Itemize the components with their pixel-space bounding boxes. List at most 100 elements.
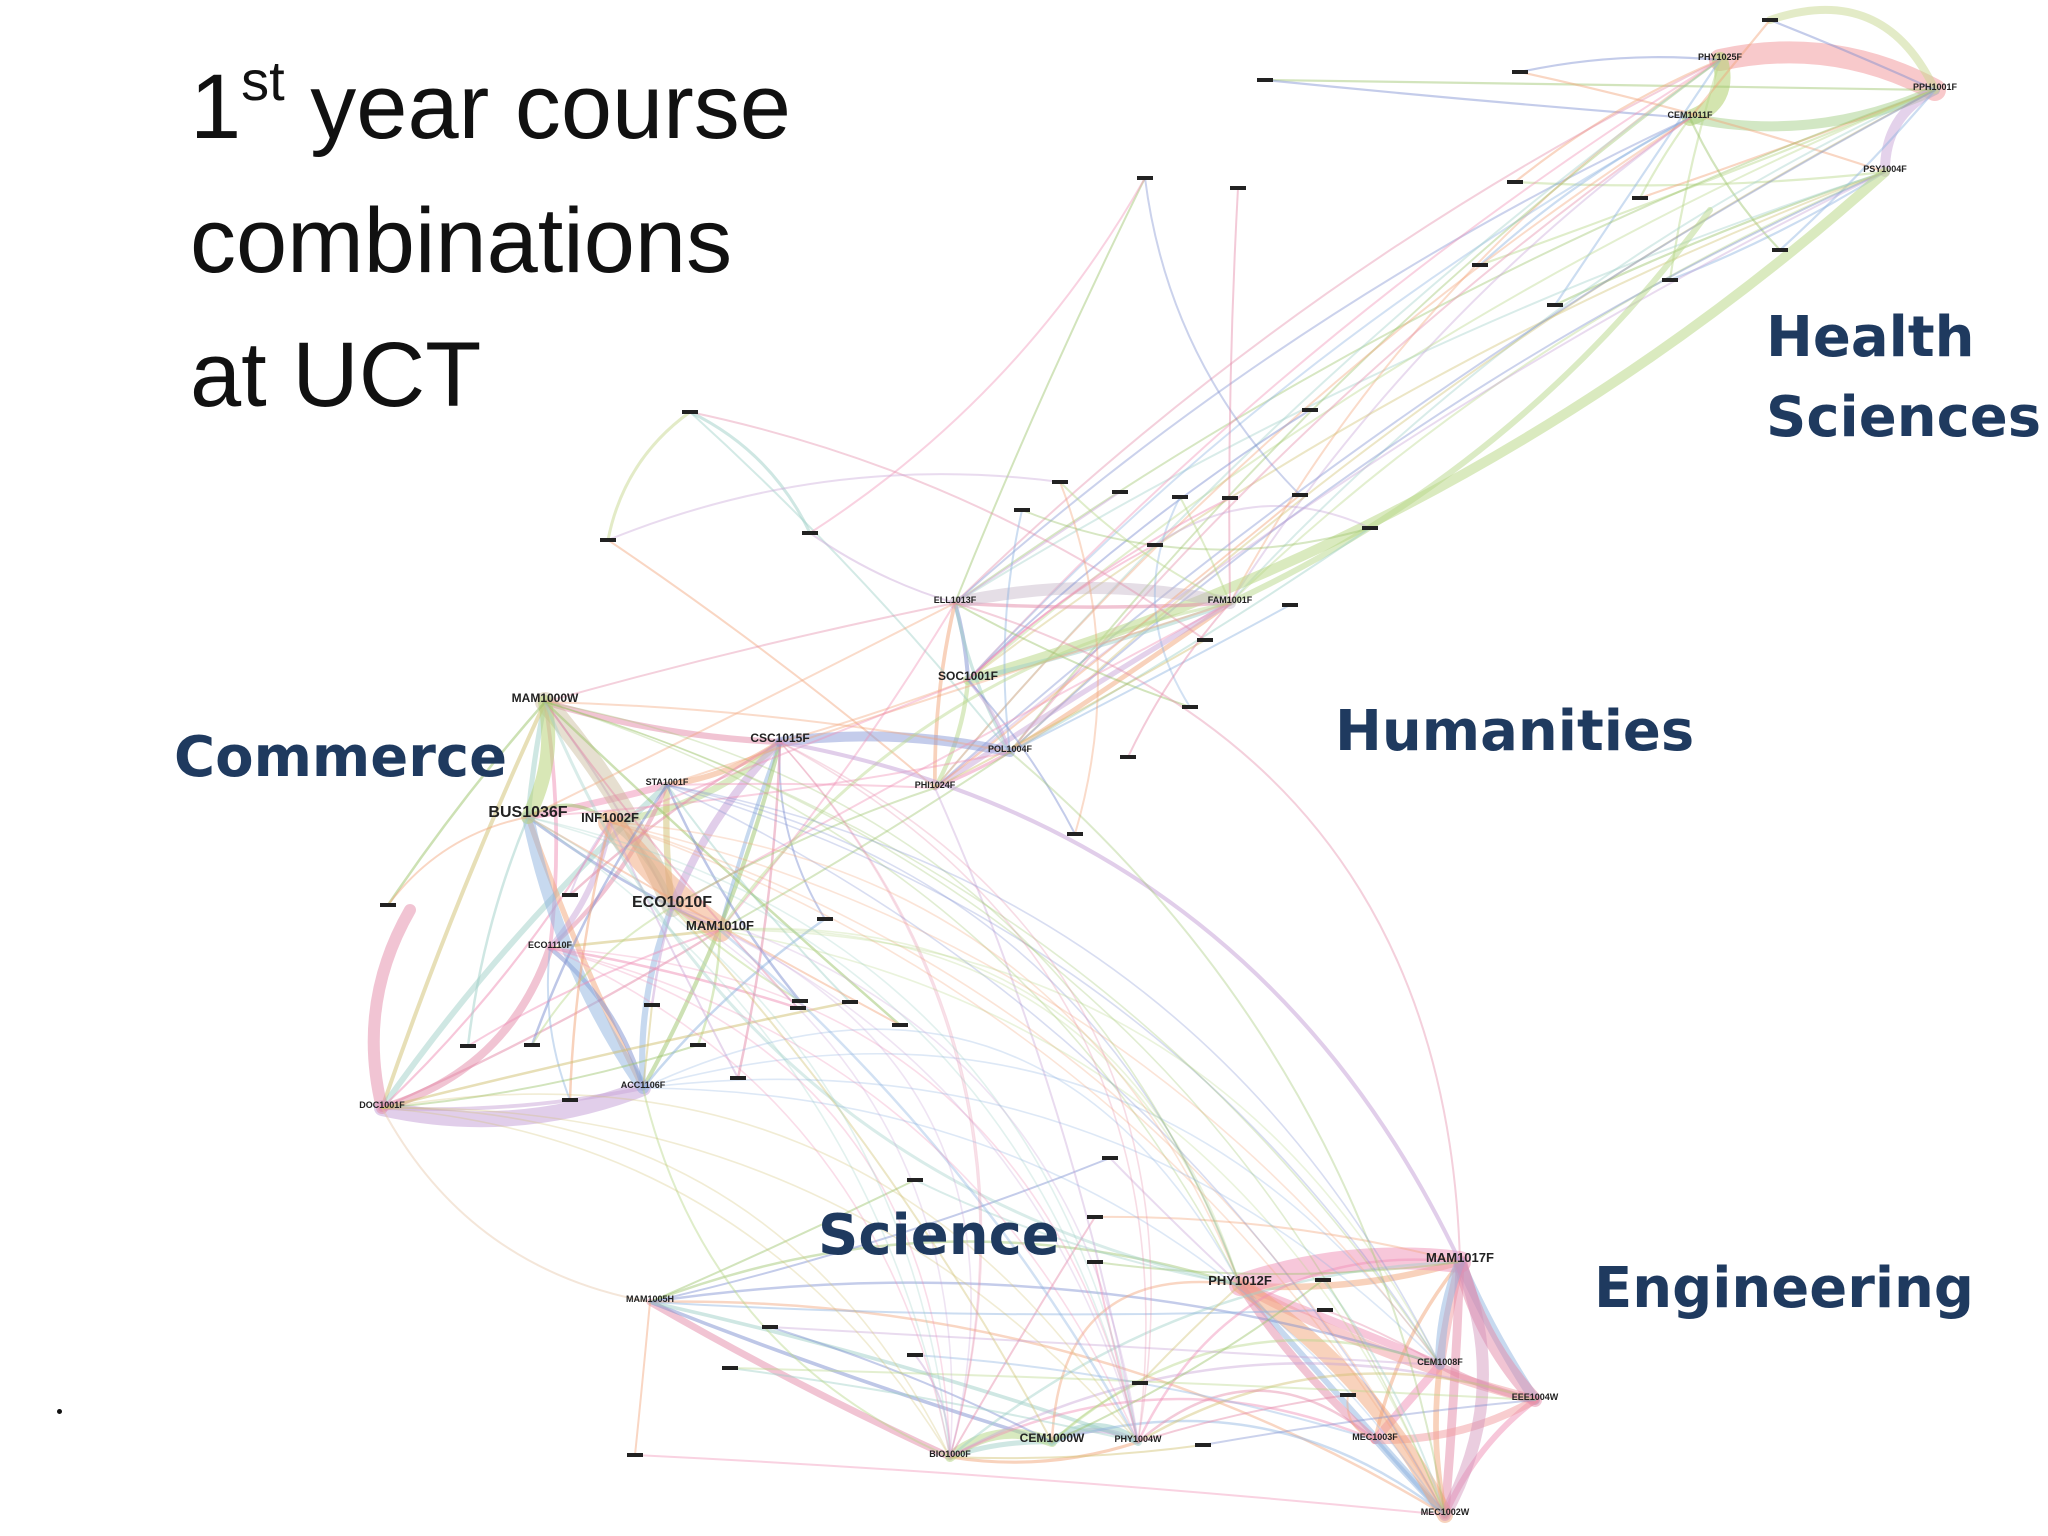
course-node-label: PHY1025F <box>1698 52 1743 62</box>
course-node-marker <box>1762 18 1778 22</box>
course-node-marker <box>842 1000 858 1004</box>
course-node-label: PPH1001F <box>1913 82 1958 92</box>
course-edge <box>1227 207 1713 606</box>
course-node-marker <box>1362 526 1378 530</box>
course-edge <box>914 1354 952 1458</box>
course-edge <box>671 602 1231 908</box>
course-node-label: FAM1001F <box>1208 595 1253 605</box>
course-edge <box>1009 89 1936 753</box>
course-node-marker <box>380 903 396 907</box>
course-edge <box>1136 1258 1462 1444</box>
faculty-label-humanities: Humanities <box>1335 699 1695 764</box>
course-edge <box>381 1107 1139 1443</box>
course-node-marker <box>817 917 833 921</box>
stray-dot <box>57 1409 62 1414</box>
course-edge <box>544 701 1241 1286</box>
course-edge <box>949 582 1236 609</box>
course-edge <box>967 89 1936 681</box>
course-edge <box>719 928 1241 1286</box>
faculty-health-line-2: Sciences <box>1766 385 2042 450</box>
course-edge <box>1228 187 1239 604</box>
course-edge <box>948 1260 1462 1459</box>
course-edge <box>642 1028 1241 1286</box>
course-edge <box>666 782 936 789</box>
course-edge <box>689 411 1206 641</box>
course-node-marker <box>1512 70 1528 74</box>
course-edge <box>967 679 1076 835</box>
course-edge <box>522 811 649 1094</box>
course-edge <box>646 1298 954 1461</box>
course-edge <box>954 177 1146 604</box>
course-edge <box>809 177 1146 534</box>
course-edge <box>934 171 1886 789</box>
course-edge <box>1144 177 1301 496</box>
course-edge <box>649 1157 1111 1303</box>
course-edge <box>967 117 1691 681</box>
course-edge <box>543 700 902 1027</box>
course-edge <box>1179 496 1231 604</box>
course-edge <box>954 171 1886 604</box>
course-edge <box>933 601 957 790</box>
course-node-marker <box>1302 408 1318 412</box>
course-node-label: PHY1004W <box>1114 1434 1162 1444</box>
course-edge <box>1668 170 1887 282</box>
course-edge <box>719 929 1441 1366</box>
course-edge <box>967 59 1721 681</box>
course-edge <box>1513 58 1722 184</box>
course-edge <box>666 784 1441 1366</box>
course-edge <box>967 171 1886 681</box>
course-edge <box>648 1300 1140 1444</box>
course-edge <box>779 679 969 743</box>
course-edge <box>949 1444 1204 1460</box>
course-edge <box>598 810 732 942</box>
course-edge <box>648 1281 1442 1367</box>
course-edge <box>1136 1372 1537 1444</box>
course-edge <box>549 947 951 1458</box>
course-edge <box>809 532 956 604</box>
course-edge <box>1322 1279 1446 1516</box>
course-edge <box>531 906 673 1046</box>
course-edge <box>648 1240 1242 1304</box>
course-node-marker <box>792 999 808 1003</box>
course-node-label: ECO1110F <box>528 940 573 950</box>
course-edge <box>1094 1261 1139 1443</box>
course-edge <box>1137 1394 1349 1443</box>
course-edge <box>965 600 1233 683</box>
course-edge <box>544 701 1441 1366</box>
course-node-label: MAM1017F <box>1426 1250 1494 1265</box>
course-edge <box>954 602 1461 1263</box>
course-node-marker <box>1340 1393 1356 1397</box>
course-edge <box>1009 171 1886 753</box>
course-edge <box>1553 58 1722 307</box>
course-edge <box>1518 70 1887 174</box>
course-edge <box>948 1440 1140 1464</box>
course-node-label: EEE1004W <box>1512 1392 1559 1402</box>
course-edge <box>1202 1399 1536 1446</box>
course-edge <box>527 751 1011 818</box>
course-edge <box>1688 116 1782 252</box>
course-edge <box>1370 1360 1445 1445</box>
course-edge <box>769 1326 1053 1443</box>
course-edge <box>718 928 1140 1444</box>
course-node-label: ELL1013F <box>934 595 977 605</box>
course-edge <box>945 1428 1057 1462</box>
course-node-marker <box>1137 176 1153 180</box>
course-edge <box>666 784 1446 1516</box>
course-edge <box>967 544 1156 681</box>
course-edge <box>548 946 800 1010</box>
course-edge <box>671 906 1139 1443</box>
course-node-marker <box>722 1366 738 1370</box>
course-edge <box>1154 504 1371 546</box>
course-node-label: INF1002F <box>581 810 639 825</box>
course-edge <box>1229 117 1691 604</box>
course-edge <box>719 602 956 931</box>
course-edge <box>671 787 936 908</box>
nodes-layer: PPH1001F PHY1025F CEM1011F PSY1004F ELL1013F… <box>359 18 1958 1517</box>
course-node-marker <box>762 1325 778 1329</box>
course-edge <box>544 701 1241 1286</box>
course-node-marker <box>1317 1308 1333 1312</box>
course-edge <box>648 1300 1054 1444</box>
course-edge <box>649 1301 1326 1316</box>
course-edge <box>671 906 1139 1443</box>
